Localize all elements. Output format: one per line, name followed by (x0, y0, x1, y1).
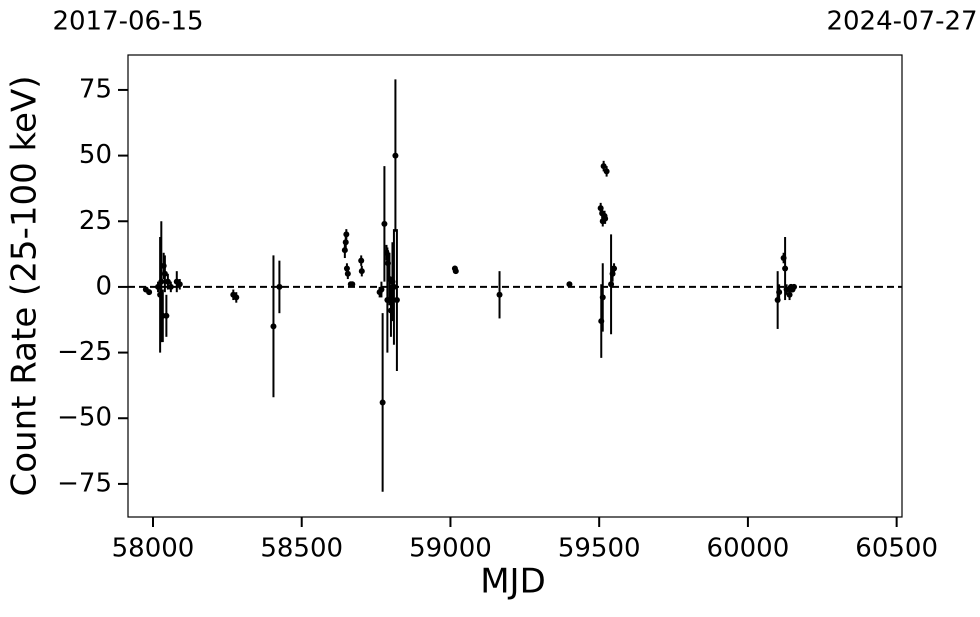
data-point (176, 281, 183, 288)
data-point (783, 286, 790, 293)
data-point (786, 291, 793, 298)
data-point (791, 283, 798, 290)
data-point (496, 291, 503, 298)
data-point (599, 294, 606, 301)
data-point (343, 231, 350, 238)
data-point (349, 281, 356, 288)
data-point (233, 294, 240, 301)
x-tick-label: 58500 (260, 534, 343, 564)
x-tick-label: 60000 (707, 534, 790, 564)
y-tick-label: 25 (79, 206, 112, 236)
data-point (167, 283, 174, 290)
x-axis-label: MJD (480, 562, 546, 602)
data-point (379, 399, 386, 406)
y-tick-label: 75 (79, 74, 112, 104)
data-point (358, 268, 365, 275)
data-point (344, 270, 351, 277)
data-point (782, 265, 789, 272)
data-point (146, 289, 153, 296)
data-point (600, 163, 607, 170)
data-point (358, 257, 365, 264)
x-tick-label: 59500 (558, 534, 641, 564)
data-point (378, 286, 385, 293)
data-point (381, 220, 388, 227)
data-point (161, 270, 168, 277)
data-point (163, 312, 170, 319)
data-point (276, 283, 283, 290)
data-point (342, 239, 349, 246)
data-point (776, 289, 783, 296)
x-tick-label: 58000 (112, 534, 195, 564)
x-tick-label: 59000 (409, 534, 492, 564)
y-axis-label: Count Rate (25-100 keV) (5, 76, 45, 497)
data-point (164, 278, 171, 285)
data-point (392, 152, 399, 159)
top-date-label: 2024-07-27 (826, 7, 977, 37)
top-date-label: 2017-06-15 (52, 7, 203, 37)
data-point (452, 268, 459, 275)
y-tick-label: −25 (57, 337, 112, 367)
plot-frame (127, 54, 903, 518)
data-point (608, 281, 615, 288)
data-point (390, 283, 397, 290)
x-tick-label: 60500 (855, 534, 938, 564)
y-tick-label: −75 (57, 468, 112, 498)
data-point (611, 265, 618, 272)
data-point (566, 281, 573, 288)
y-tick-label: 0 (95, 271, 112, 301)
data-point (603, 168, 610, 175)
y-tick-label: 50 (79, 140, 112, 170)
data-point (270, 323, 277, 330)
y-tick-label: −50 (57, 403, 112, 433)
data-point (602, 215, 609, 222)
data-point (158, 278, 165, 285)
data-point (393, 297, 400, 304)
